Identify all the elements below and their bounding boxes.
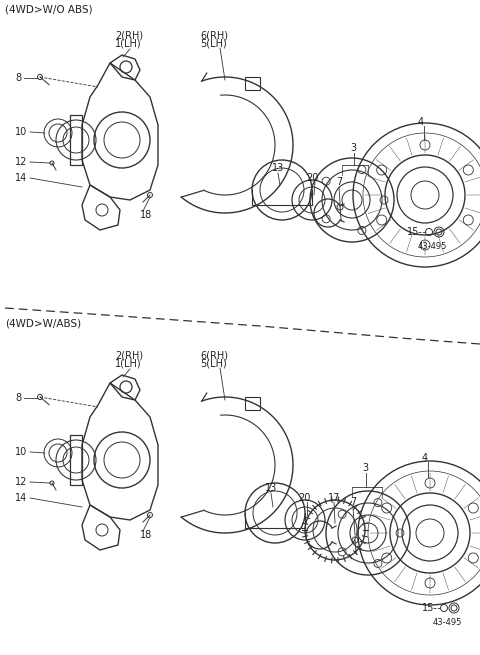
Text: 2(RH): 2(RH) [115,30,143,40]
Text: 13: 13 [272,163,284,173]
Text: 12: 12 [15,477,27,487]
Text: 1(LH): 1(LH) [115,359,142,369]
Text: 20: 20 [298,493,311,503]
Text: 10: 10 [15,127,27,137]
Text: 10: 10 [15,447,27,457]
Text: 6(RH): 6(RH) [200,350,228,360]
Text: 2(RH): 2(RH) [115,350,143,360]
Text: 43-495: 43-495 [418,242,447,251]
Text: (4WD>W/O ABS): (4WD>W/O ABS) [5,5,93,15]
Text: 7: 7 [336,177,342,187]
Text: 5(LH): 5(LH) [200,359,227,369]
Text: 4: 4 [422,453,428,463]
Text: 1(LH): 1(LH) [115,39,142,49]
Text: 14: 14 [15,173,27,183]
Text: 6(RH): 6(RH) [200,30,228,40]
Text: 5(LH): 5(LH) [200,39,227,49]
Text: 17: 17 [328,493,340,503]
Text: 18: 18 [140,530,152,540]
Text: 3: 3 [350,143,356,153]
Text: 4: 4 [418,117,424,127]
Text: 12: 12 [15,157,27,167]
Text: 13: 13 [265,483,277,493]
Text: 15: 15 [422,603,434,613]
Text: 20: 20 [306,173,318,183]
Text: (4WD>W/ABS): (4WD>W/ABS) [5,318,81,328]
Text: 8: 8 [15,393,21,403]
Text: 18: 18 [140,210,152,220]
Text: 8: 8 [15,73,21,83]
Text: 43-495: 43-495 [433,618,462,627]
Text: 15: 15 [407,227,420,237]
Text: 14: 14 [15,493,27,503]
Text: 7: 7 [350,497,356,507]
Text: 3: 3 [362,463,368,473]
